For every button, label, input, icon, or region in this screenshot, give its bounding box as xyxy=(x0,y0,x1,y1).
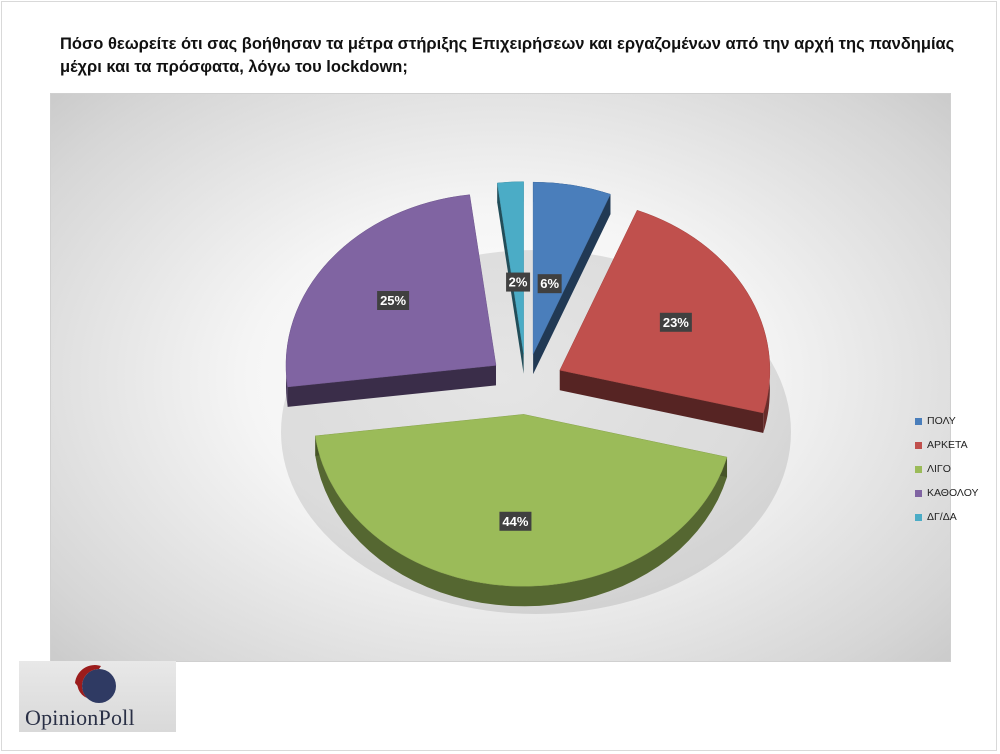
data-label-0: 6% xyxy=(537,274,562,294)
pie-labels: 6% 23% 44% 25% 2% xyxy=(377,272,692,531)
logo-text: OpinionPoll xyxy=(25,705,135,730)
legend-swatch xyxy=(915,417,922,425)
svg-text:2%: 2% xyxy=(509,275,528,290)
data-label-4: 2% xyxy=(506,272,531,292)
legend-swatch xyxy=(915,489,922,497)
slice-wall xyxy=(559,370,764,433)
svg-text:6%: 6% xyxy=(540,276,559,291)
legend-item-0: ΠΟΛΥ xyxy=(915,409,999,433)
legend: ΠΟΛΥ ΑΡΚΕΤΑ ΛΙΓΟ ΚΑΘΟΛΟΥ ΔΓ/ΔΑ xyxy=(915,409,999,529)
logo-mark-icon xyxy=(75,665,116,703)
slice-rim xyxy=(315,435,727,607)
svg-text:23%: 23% xyxy=(663,315,689,330)
legend-item-4: ΔΓ/ΔΑ xyxy=(915,505,999,529)
slice-αρκετα xyxy=(559,209,771,414)
legend-label: ΛΙΓΟ xyxy=(927,463,951,475)
data-label-2: 44% xyxy=(499,511,532,531)
opinionpoll-logo: OpinionPoll xyxy=(19,661,176,732)
legend-item-1: ΑΡΚΕΤΑ xyxy=(915,433,999,457)
legend-label: ΑΡΚΕΤΑ xyxy=(927,439,968,451)
pie-chart: 6% 23% 44% 25% 2% xyxy=(281,181,791,614)
legend-swatch xyxy=(915,513,922,521)
slice-λιγο xyxy=(314,414,728,587)
legend-item-3: ΚΑΘΟΛΟΥ xyxy=(915,481,999,505)
legend-label: ΚΑΘΟΛΟΥ xyxy=(927,487,979,499)
pie-tops xyxy=(285,181,771,587)
plot-area: 6% 23% 44% 25% 2% ΠΟΛΥ ΑΡΚΕΤΑ ΛΙΓΟ ΚΑΘΟΛΟΥ ΔΓ/ΔΑ xyxy=(50,93,979,662)
slice-καθολου xyxy=(285,194,497,388)
slice-πολυ xyxy=(532,181,611,355)
legend-label: ΔΓ/ΔΑ xyxy=(927,511,957,523)
slice-δγ/δα xyxy=(497,181,524,354)
slice-wall xyxy=(287,365,496,407)
legend-swatch xyxy=(915,465,922,473)
svg-text:25%: 25% xyxy=(380,293,406,308)
legend-label: ΠΟΛΥ xyxy=(927,415,956,427)
legend-item-2: ΛΙΓΟ xyxy=(915,457,999,481)
slice-wall xyxy=(533,194,611,375)
svg-text:44%: 44% xyxy=(502,514,528,529)
legend-swatch xyxy=(915,441,922,449)
data-label-3: 25% xyxy=(377,291,410,311)
chart-title: Πόσο θεωρείτε ότι σας βοήθησαν τα μέτρα … xyxy=(60,35,955,76)
data-label-1: 23% xyxy=(659,312,692,332)
